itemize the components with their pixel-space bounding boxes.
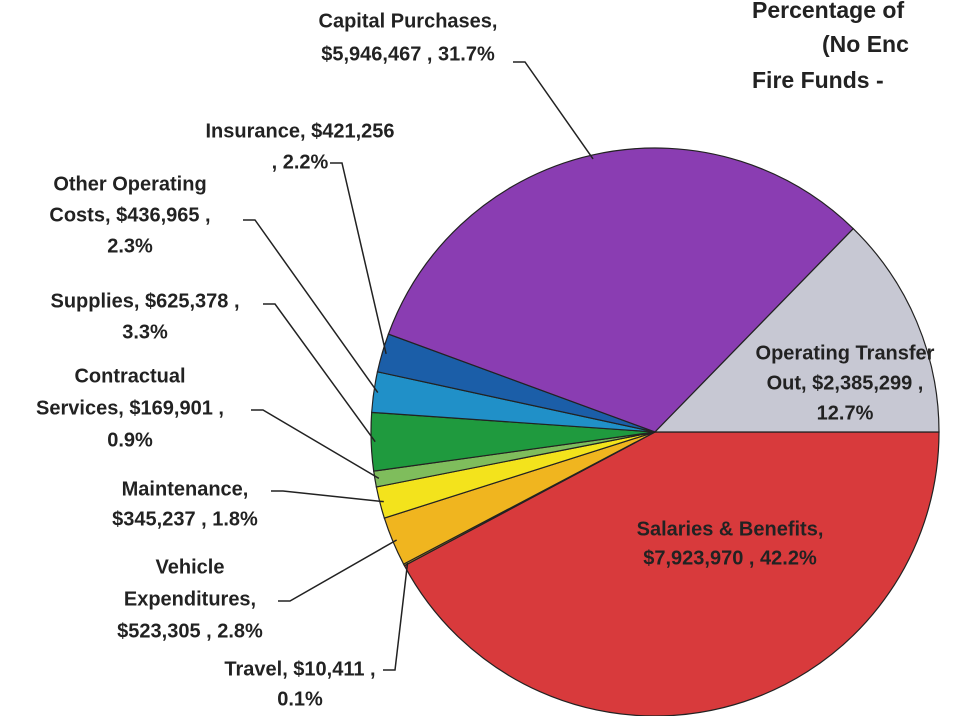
slice-label: Costs, $436,965 , [49,204,210,226]
slice-label: 0.1% [277,688,323,710]
slice-label: 3.3% [122,321,168,343]
slice-label: Out, $2,385,299 , [767,372,924,394]
pie-slice [653,227,940,433]
slice-label: $7,923,970 , 42.2% [643,547,817,569]
leader-line [263,303,376,443]
pie-slice [387,147,855,433]
slice-label: Maintenance, [122,478,249,500]
slice-label: Salaries & Benefits, [637,518,824,540]
pie [370,147,940,716]
slice-label: $345,237 , 1.8% [112,508,258,530]
leader-line [271,490,384,503]
slice-label: Capital Purchases, [319,10,498,32]
leader-line [513,61,594,160]
slice-label: Contractual [74,365,185,387]
slice-label: Operating Transfer [756,342,935,364]
leader-line [383,562,409,671]
slice-label: Vehicle [156,556,225,578]
chart-title: Fire Funds - [752,67,884,93]
slice-label: 2.3% [107,235,153,257]
leader-line [243,219,379,393]
pie-slice [403,431,940,716]
slice-label: 0.9% [107,429,153,451]
chart-title: (No Enc [822,31,909,57]
slice-label: 12.7% [817,402,874,424]
slice-label: Insurance, $421,256 [205,120,394,142]
leader-line [251,409,380,480]
slice-label: Travel, $10,411 , [224,658,375,680]
slice-label: Services, $169,901 , [36,397,224,419]
slice-label: , 2.2% [272,151,329,173]
slice-label: $5,946,467 , 31.7% [321,43,495,65]
leader-line [278,539,398,602]
leader-line [330,162,387,355]
chart-title: Percentage of [752,0,904,23]
slice-label: $523,305 , 2.8% [117,620,263,642]
slice-label: Supplies, $625,378 , [51,290,240,312]
slice-label: Other Operating [53,173,206,195]
slice-label: Expenditures, [124,588,256,610]
